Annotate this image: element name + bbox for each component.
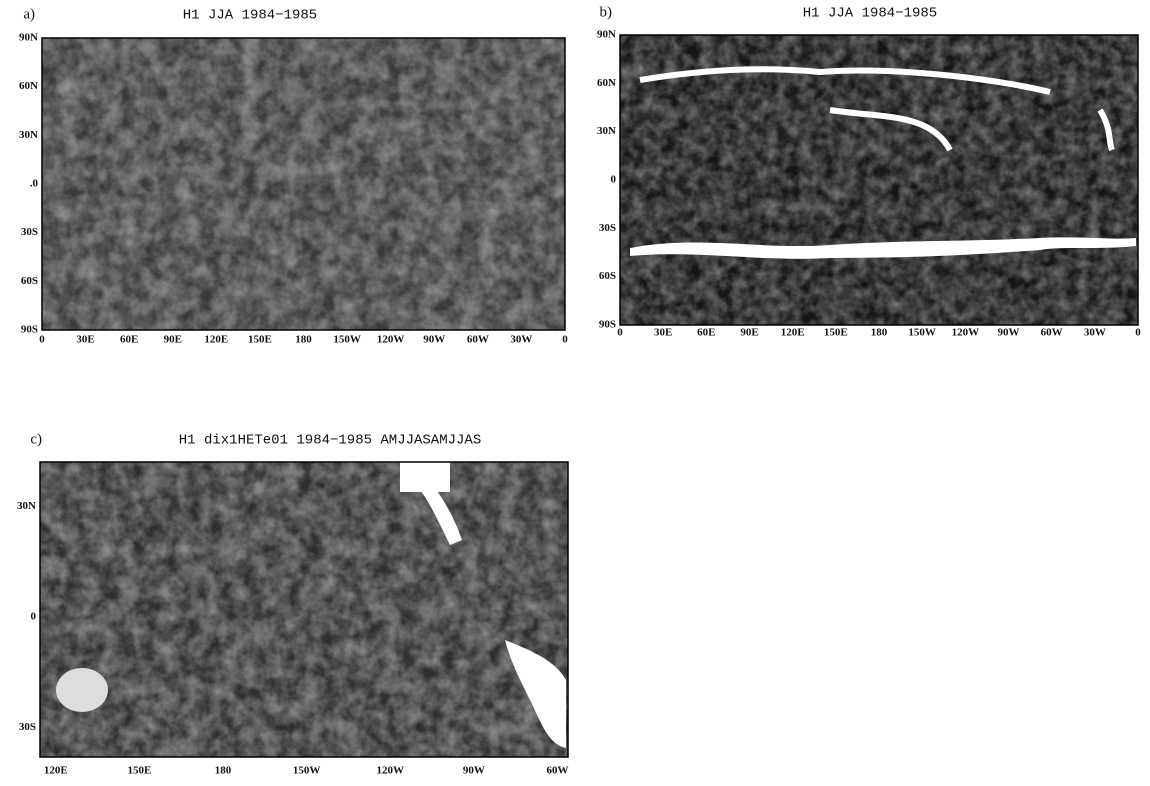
y-tick-label: 60N — [19, 80, 38, 92]
x-tick-label: 120E — [204, 334, 228, 346]
map-frame — [619, 34, 1139, 326]
x-tick-label: 90E — [740, 327, 758, 339]
panel-title: H1 dix1HETe01 1984−1985 AMJJASAMJJAS — [179, 433, 481, 449]
x-tick-label: 90E — [164, 334, 182, 346]
panel-label: c) — [30, 431, 42, 447]
x-tick-label: 150E — [128, 765, 152, 777]
x-tick-label: 90W — [463, 765, 485, 777]
y-tick-label: 30N — [597, 125, 616, 137]
y-tick-label: 30N — [17, 500, 36, 512]
coast — [505, 640, 566, 748]
contour-band — [630, 237, 1136, 259]
x-tick-label: 30W — [510, 334, 532, 346]
panel-title: H1 JJA 1984−1985 — [183, 8, 317, 24]
x-tick-label: 30E — [76, 334, 94, 346]
x-tick-label: 150W — [293, 765, 321, 777]
x-tick-label: 180 — [295, 334, 312, 346]
panel-title: H1 JJA 1984−1985 — [803, 6, 937, 22]
map-texture — [620, 35, 1138, 325]
x-tick-label: 90W — [423, 334, 445, 346]
y-tick-label: 30N — [19, 129, 38, 141]
map-panel — [41, 37, 566, 331]
y-tick-label: 30S — [19, 721, 36, 733]
x-tick-label: 120E — [781, 327, 805, 339]
x-tick-label: 0 — [617, 327, 623, 339]
y-tick-label: 90N — [19, 32, 38, 44]
x-tick-label: 60W — [467, 334, 489, 346]
x-tick-label: 30E — [654, 327, 672, 339]
map-texture — [42, 38, 565, 330]
x-tick-label: 60W — [546, 765, 568, 777]
x-tick-label: 90W — [998, 327, 1020, 339]
x-tick-label: 120W — [952, 327, 980, 339]
x-tick-label: 0 — [39, 334, 45, 346]
x-tick-label: 120W — [376, 765, 404, 777]
land-box — [400, 462, 450, 492]
map-texture — [40, 462, 568, 757]
x-tick-label: 120E — [44, 765, 68, 777]
panel-label: b) — [600, 4, 613, 20]
x-tick-label: 120W — [377, 334, 405, 346]
map-frame — [39, 461, 569, 758]
x-tick-label: 180 — [871, 327, 888, 339]
coast — [420, 482, 462, 545]
map-panel — [619, 34, 1139, 326]
x-tick-label: 150W — [333, 334, 361, 346]
y-tick-label: 0 — [611, 174, 617, 186]
y-tick-label: 30S — [599, 222, 616, 234]
x-tick-label: 150E — [248, 334, 272, 346]
map-panel — [39, 461, 569, 758]
x-tick-label: 150E — [824, 327, 848, 339]
x-tick-label: 60E — [120, 334, 138, 346]
y-tick-label: 60N — [597, 77, 616, 89]
x-tick-label: 30W — [1084, 327, 1106, 339]
panel-label: a) — [23, 6, 35, 22]
map-frame — [41, 37, 566, 331]
x-tick-label: 60E — [697, 327, 715, 339]
y-tick-label: 30S — [21, 226, 38, 238]
y-tick-label: .0 — [30, 178, 39, 190]
x-tick-label: 0 — [1135, 327, 1141, 339]
y-tick-label: 90S — [599, 319, 616, 331]
contour-band — [639, 66, 1115, 152]
y-tick-label: 90S — [21, 324, 38, 336]
x-tick-label: 60W — [1041, 327, 1063, 339]
y-tick-label: 60S — [21, 275, 38, 287]
high-area — [56, 668, 108, 712]
x-tick-label: 150W — [908, 327, 936, 339]
x-tick-label: 180 — [215, 765, 232, 777]
y-tick-label: 90N — [597, 29, 616, 41]
y-tick-label: 60S — [599, 270, 616, 282]
y-tick-label: 0 — [31, 610, 37, 622]
x-tick-label: 0 — [562, 334, 568, 346]
